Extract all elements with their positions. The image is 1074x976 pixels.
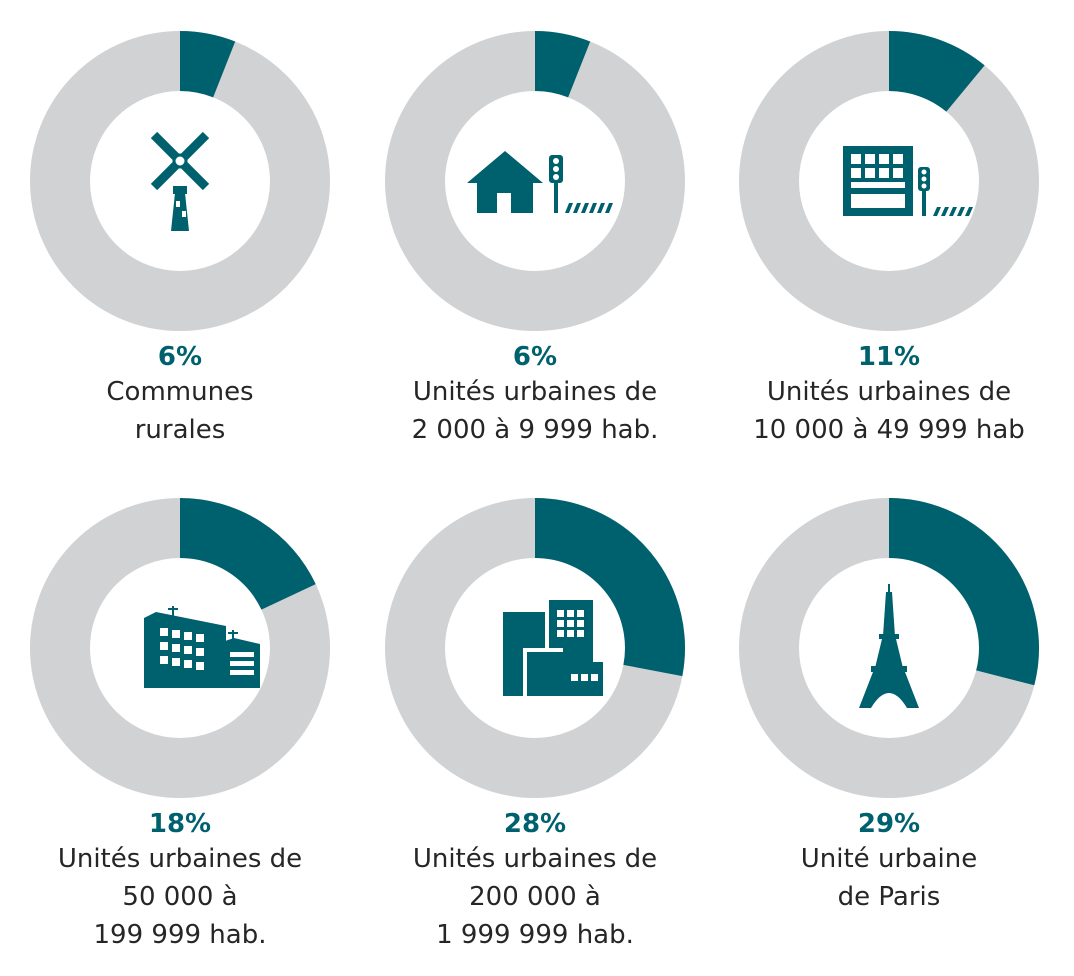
category-label-line: de Paris bbox=[837, 882, 941, 912]
category-label-line: 199 999 hab. bbox=[93, 920, 267, 950]
category-label-line: Unité urbaine bbox=[800, 844, 978, 874]
donut-segment-value bbox=[178, 31, 236, 98]
percent-label: 29% bbox=[857, 809, 921, 839]
donut-item-paris: 29% Unité urbaine de Paris bbox=[719, 498, 1059, 916]
office-buildings-icon bbox=[144, 606, 260, 688]
building-traffic-light-icon bbox=[843, 146, 973, 216]
category-label-line: 1 999 999 hab. bbox=[436, 920, 634, 950]
donut-chart-10000-49999 bbox=[739, 31, 1039, 331]
donut-item-2000-9999: 6% Unités urbaines de 2 000 à 9 999 hab. bbox=[365, 31, 705, 449]
percent-label: 6% bbox=[157, 342, 203, 372]
donut-chart-2000-9999 bbox=[385, 31, 685, 331]
category-label-line: 200 000 à bbox=[469, 882, 601, 912]
donut-segment-value bbox=[533, 31, 591, 98]
donut-ring-background bbox=[30, 31, 330, 331]
donut-chart-communes-rurales bbox=[30, 31, 330, 331]
donut-item-10000-49999: 11% Unités urbaines de 10 000 à 49 999 h… bbox=[719, 31, 1059, 449]
category-label-line: 10 000 à 49 999 hab bbox=[753, 415, 1025, 445]
category-label-line: Communes bbox=[106, 377, 254, 407]
donut-segment-value bbox=[178, 498, 316, 611]
eiffel-tower-icon bbox=[859, 584, 919, 708]
house-traffic-light-icon bbox=[467, 151, 613, 213]
percent-label: 28% bbox=[503, 809, 567, 839]
category-label-line: Unités urbaines de bbox=[412, 377, 658, 407]
category-label-line: Unités urbaines de bbox=[766, 377, 1012, 407]
donut-chart-50000-199999 bbox=[30, 498, 330, 798]
percent-label: 11% bbox=[857, 342, 921, 372]
percent-label: 18% bbox=[148, 809, 212, 839]
donut-segment-value bbox=[888, 31, 985, 113]
windmill-icon bbox=[150, 131, 210, 231]
category-label-line: 50 000 à bbox=[122, 882, 238, 912]
category-label-line: 2 000 à 9 999 hab. bbox=[411, 415, 659, 445]
donut-chart-200000-1999999 bbox=[385, 498, 685, 798]
donut-item-200000-1999999: 28% Unités urbaines de 200 000 à 1 999 9… bbox=[365, 498, 705, 954]
percent-label: 6% bbox=[512, 342, 558, 372]
donut-segment-value bbox=[888, 498, 1039, 686]
category-label-line: Unités urbaines de bbox=[57, 844, 303, 874]
city-towers-icon bbox=[503, 600, 603, 696]
donut-item-50000-199999: 18% Unités urbaines de 50 000 à 199 999 … bbox=[10, 498, 350, 954]
donut-item-communes-rurales: 6% Communes rurales bbox=[10, 31, 350, 449]
donut-chart-paris bbox=[739, 498, 1039, 798]
crosswalk-stripes bbox=[565, 203, 613, 213]
category-label-line: Unités urbaines de bbox=[412, 844, 658, 874]
category-label-line: rurales bbox=[134, 415, 226, 445]
donut-segment-value bbox=[534, 498, 685, 677]
crosswalk-stripes bbox=[933, 207, 973, 216]
